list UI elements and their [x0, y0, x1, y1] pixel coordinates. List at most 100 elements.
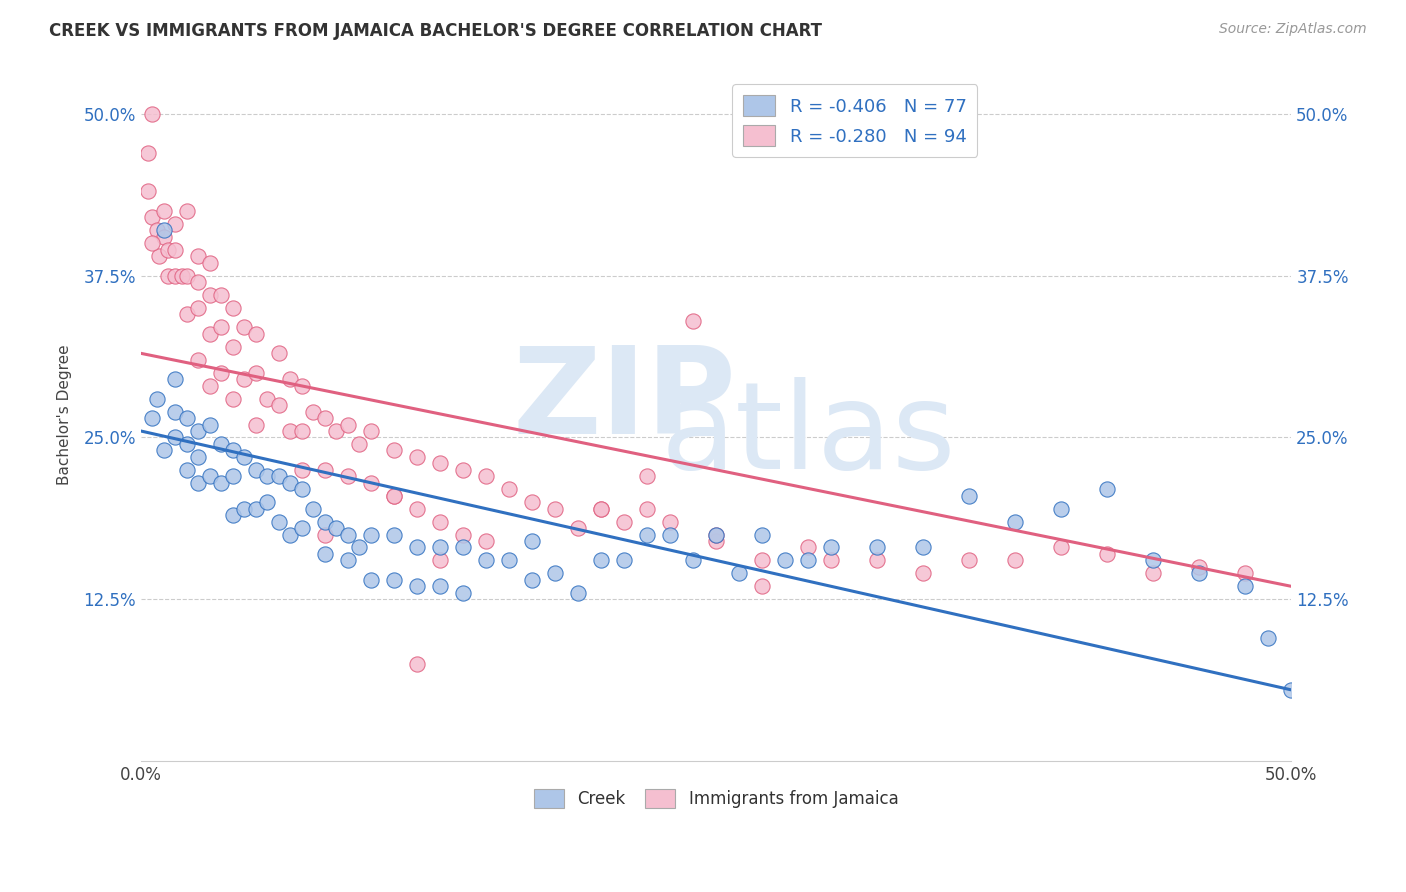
Point	[520, 534, 543, 549]
Point	[136, 145, 159, 160]
Point	[209, 288, 232, 302]
Point	[751, 579, 773, 593]
Point	[589, 553, 612, 567]
Point	[176, 308, 198, 322]
Point	[1050, 541, 1073, 555]
Point	[520, 495, 543, 509]
Text: atlas: atlas	[661, 377, 956, 494]
Point	[406, 450, 429, 464]
Point	[1142, 553, 1164, 567]
Point	[451, 541, 474, 555]
Point	[1097, 482, 1119, 496]
Point	[406, 501, 429, 516]
Point	[187, 275, 209, 289]
Point	[233, 450, 256, 464]
Point	[209, 366, 232, 380]
Point	[336, 527, 359, 541]
Point	[176, 268, 198, 283]
Point	[406, 657, 429, 671]
Point	[198, 469, 221, 483]
Point	[429, 456, 451, 470]
Point	[360, 527, 382, 541]
Point	[291, 463, 314, 477]
Point	[152, 443, 174, 458]
Point	[659, 527, 682, 541]
Point	[267, 469, 290, 483]
Point	[704, 534, 727, 549]
Point	[360, 573, 382, 587]
Point	[682, 553, 704, 567]
Point	[165, 268, 187, 283]
Point	[751, 553, 773, 567]
Point	[176, 203, 198, 218]
Point	[613, 515, 636, 529]
Point	[291, 482, 314, 496]
Point	[291, 424, 314, 438]
Point	[567, 586, 589, 600]
Point	[314, 463, 336, 477]
Point	[957, 553, 980, 567]
Point	[451, 586, 474, 600]
Y-axis label: Bachelor's Degree: Bachelor's Degree	[58, 344, 72, 485]
Point	[520, 573, 543, 587]
Point	[382, 489, 405, 503]
Point	[1004, 553, 1026, 567]
Point	[152, 203, 174, 218]
Point	[209, 437, 232, 451]
Point	[141, 107, 163, 121]
Point	[1050, 501, 1073, 516]
Point	[360, 424, 382, 438]
Point	[336, 417, 359, 432]
Point	[256, 469, 278, 483]
Point	[1097, 547, 1119, 561]
Point	[233, 320, 256, 334]
Point	[280, 424, 302, 438]
Point	[429, 541, 451, 555]
Point	[475, 553, 498, 567]
Point	[165, 372, 187, 386]
Point	[256, 392, 278, 406]
Point	[302, 404, 325, 418]
Point	[382, 527, 405, 541]
Point	[187, 424, 209, 438]
Point	[589, 501, 612, 516]
Point	[165, 430, 187, 444]
Point	[152, 223, 174, 237]
Point	[866, 541, 889, 555]
Point	[314, 527, 336, 541]
Point	[146, 392, 169, 406]
Point	[165, 404, 187, 418]
Point	[589, 501, 612, 516]
Point	[222, 469, 245, 483]
Point	[382, 573, 405, 587]
Point	[451, 527, 474, 541]
Point	[165, 217, 187, 231]
Point	[1142, 566, 1164, 581]
Point	[406, 579, 429, 593]
Point	[172, 268, 194, 283]
Point	[704, 527, 727, 541]
Point	[382, 489, 405, 503]
Point	[291, 378, 314, 392]
Point	[165, 243, 187, 257]
Point	[866, 553, 889, 567]
Point	[498, 482, 520, 496]
Point	[152, 229, 174, 244]
Legend: Creek, Immigrants from Jamaica: Creek, Immigrants from Jamaica	[527, 782, 905, 815]
Point	[245, 417, 267, 432]
Point	[233, 372, 256, 386]
Point	[222, 340, 245, 354]
Point	[1234, 566, 1257, 581]
Point	[141, 236, 163, 251]
Point	[148, 249, 170, 263]
Point	[773, 553, 796, 567]
Point	[636, 527, 658, 541]
Point	[176, 463, 198, 477]
Point	[187, 475, 209, 490]
Point	[613, 553, 636, 567]
Point	[233, 501, 256, 516]
Point	[498, 553, 520, 567]
Point	[187, 450, 209, 464]
Point	[451, 463, 474, 477]
Point	[267, 515, 290, 529]
